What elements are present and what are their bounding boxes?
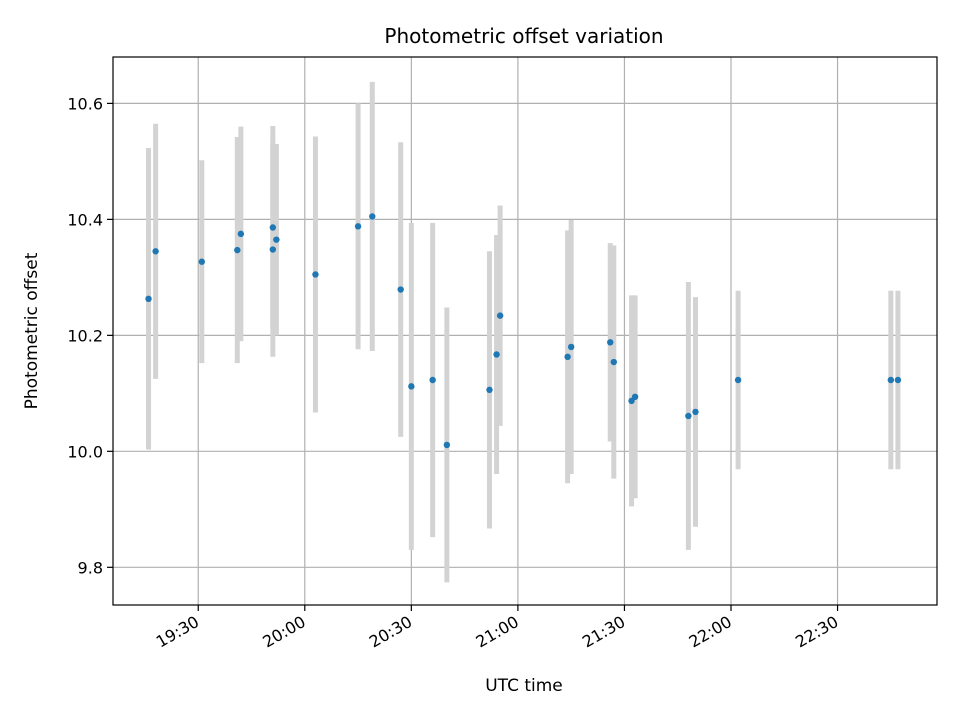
chart-title: Photometric offset variation (384, 24, 663, 48)
data-point (493, 351, 500, 358)
data-point (312, 271, 319, 278)
data-point (397, 286, 404, 293)
grid (113, 57, 937, 605)
data-point (408, 383, 415, 390)
data-point (564, 353, 571, 361)
data-point (429, 376, 436, 384)
data-point (269, 224, 277, 231)
data-point (234, 246, 241, 254)
y-tick-label: 10.0 (67, 442, 103, 461)
data-point (354, 223, 362, 230)
data-point (607, 339, 614, 346)
data-point (273, 236, 280, 243)
y-tick-label: 10.4 (67, 210, 103, 229)
data-point (631, 393, 639, 401)
data-point (610, 358, 617, 366)
data-point (685, 412, 692, 420)
data-point (269, 246, 277, 253)
data-point (496, 312, 504, 319)
data-point (567, 343, 575, 351)
y-tick-label: 9.8 (78, 558, 103, 577)
data-point (887, 376, 895, 384)
data-point (486, 386, 493, 394)
x-axis-title: UTC time (485, 676, 563, 696)
data-point (152, 248, 159, 255)
data-point (369, 213, 376, 220)
data-point (443, 441, 451, 449)
data-point (894, 376, 902, 384)
data-point (692, 408, 699, 416)
data-point (198, 258, 205, 265)
y-tick-label: 10.2 (67, 326, 103, 345)
y-tick-label: 10.6 (67, 94, 103, 113)
data-point (145, 295, 152, 303)
data-point (734, 376, 742, 384)
y-axis-title: Photometric offset (22, 252, 42, 409)
data-point (237, 230, 245, 238)
data-points (145, 213, 902, 449)
plot-frame (112, 56, 938, 606)
